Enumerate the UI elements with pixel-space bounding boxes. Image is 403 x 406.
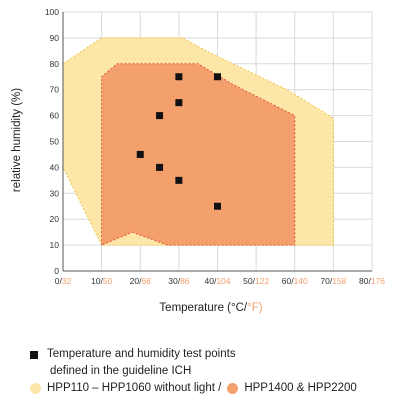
axes xyxy=(62,12,372,272)
test-point xyxy=(214,73,221,81)
x-tick-slash: / xyxy=(59,276,62,286)
x-tick-celsius: 20 xyxy=(130,276,140,286)
y-tick-labels: 0 10 20 30 40 50 60 70 80 90 100 xyxy=(45,7,59,276)
x-tick-label: 50/122 xyxy=(243,276,269,286)
test-points xyxy=(136,73,221,210)
test-point xyxy=(156,163,164,171)
x-tick-slash: / xyxy=(368,276,371,286)
y-tick-label: 70 xyxy=(50,85,60,95)
legend-outer-label: HPP110 – HPP1060 without light / xyxy=(47,382,222,394)
y-tick-label: 60 xyxy=(50,111,60,121)
x-tick-slash: / xyxy=(330,276,333,286)
x-axis-title-celsius: Temperature (°C/ xyxy=(159,302,247,314)
test-point xyxy=(156,112,164,120)
x-tick-fahrenheit: 86 xyxy=(180,276,190,286)
x-tick-fahrenheit: 68 xyxy=(141,276,151,286)
y-tick-label: 90 xyxy=(50,33,60,43)
x-tick-celsius: 50 xyxy=(243,276,253,286)
x-tick-fahrenheit: 176 xyxy=(371,276,385,286)
x-tick-label: 80/176 xyxy=(359,276,385,286)
y-tick-label: 50 xyxy=(50,137,60,147)
y-axis-title: relative humidity (%) xyxy=(11,88,23,192)
test-point xyxy=(136,150,144,158)
legend-test-points-label: Temperature and humidity test points xyxy=(47,348,236,360)
x-tick-slash: / xyxy=(139,276,142,286)
x-axis-title-fahrenheit: °F) xyxy=(247,302,263,314)
x-tick-label: 70/158 xyxy=(320,276,346,286)
x-tick-label: 60/140 xyxy=(282,276,308,286)
inner-region xyxy=(101,63,296,246)
x-tick-slash: / xyxy=(100,276,103,286)
y-tick-label: 10 xyxy=(50,240,60,250)
x-tick-celsius: 0 xyxy=(55,276,60,286)
y-tick-label: 20 xyxy=(50,214,60,224)
legend-test-points-label-2: defined in the guideline ICH xyxy=(50,365,192,377)
y-tick-label: 0 xyxy=(54,266,59,276)
x-tick-label: 0/32 xyxy=(55,276,72,286)
orange-dot-icon xyxy=(227,383,239,394)
x-tick-fahrenheit: 140 xyxy=(294,276,308,286)
yellow-dot-icon xyxy=(30,383,41,394)
legend-inner-label: HPP1400 & HPP2200 xyxy=(244,382,357,394)
x-tick-celsius: 30 xyxy=(168,276,178,286)
x-tick-label: 20/68 xyxy=(130,276,152,286)
x-tick-slash: / xyxy=(214,276,217,286)
x-tick-label: 10/50 xyxy=(91,276,113,286)
regions xyxy=(62,37,334,246)
x-axis-title: Temperature (°C/°F) xyxy=(159,302,262,314)
y-tick-label: 30 xyxy=(50,188,60,198)
legend-regions: HPP110 – HPP1060 without light / HPP1400… xyxy=(30,380,357,397)
x-tick-celsius: 60 xyxy=(282,276,292,286)
x-tick-celsius: 80 xyxy=(359,276,369,286)
x-tick-fahrenheit: 50 xyxy=(103,276,113,286)
test-point xyxy=(175,176,183,184)
x-tick-fahrenheit: 122 xyxy=(255,276,269,286)
x-tick-label: 40/104 xyxy=(204,276,230,286)
legend-test-points-line2: defined in the guideline ICH xyxy=(30,363,357,380)
test-point xyxy=(214,202,221,210)
x-tick-slash: / xyxy=(253,276,256,286)
x-tick-celsius: 70 xyxy=(320,276,330,286)
legend-test-points: Temperature and humidity test points xyxy=(30,346,357,363)
x-tick-slash: / xyxy=(291,276,294,286)
x-tick-celsius: 10 xyxy=(91,276,101,286)
x-tick-labels: 0/32 10/50 20/68 30/86 40/104 50/122 60/140 70/… xyxy=(55,276,386,286)
y-tick-label: 80 xyxy=(50,59,60,69)
y-tick-label: 100 xyxy=(45,7,59,17)
test-point xyxy=(175,99,183,107)
x-tick-fahrenheit: 32 xyxy=(62,276,72,286)
square-marker-icon xyxy=(30,350,38,359)
x-tick-celsius: 40 xyxy=(204,276,214,286)
y-tick-label: 40 xyxy=(50,162,60,172)
test-point xyxy=(175,73,183,81)
x-tick-fahrenheit: 104 xyxy=(216,276,230,286)
x-tick-slash: / xyxy=(178,276,181,286)
x-tick-label: 30/86 xyxy=(168,276,190,286)
legend: Temperature and humidity test points def… xyxy=(30,346,357,397)
x-tick-fahrenheit: 158 xyxy=(332,276,346,286)
